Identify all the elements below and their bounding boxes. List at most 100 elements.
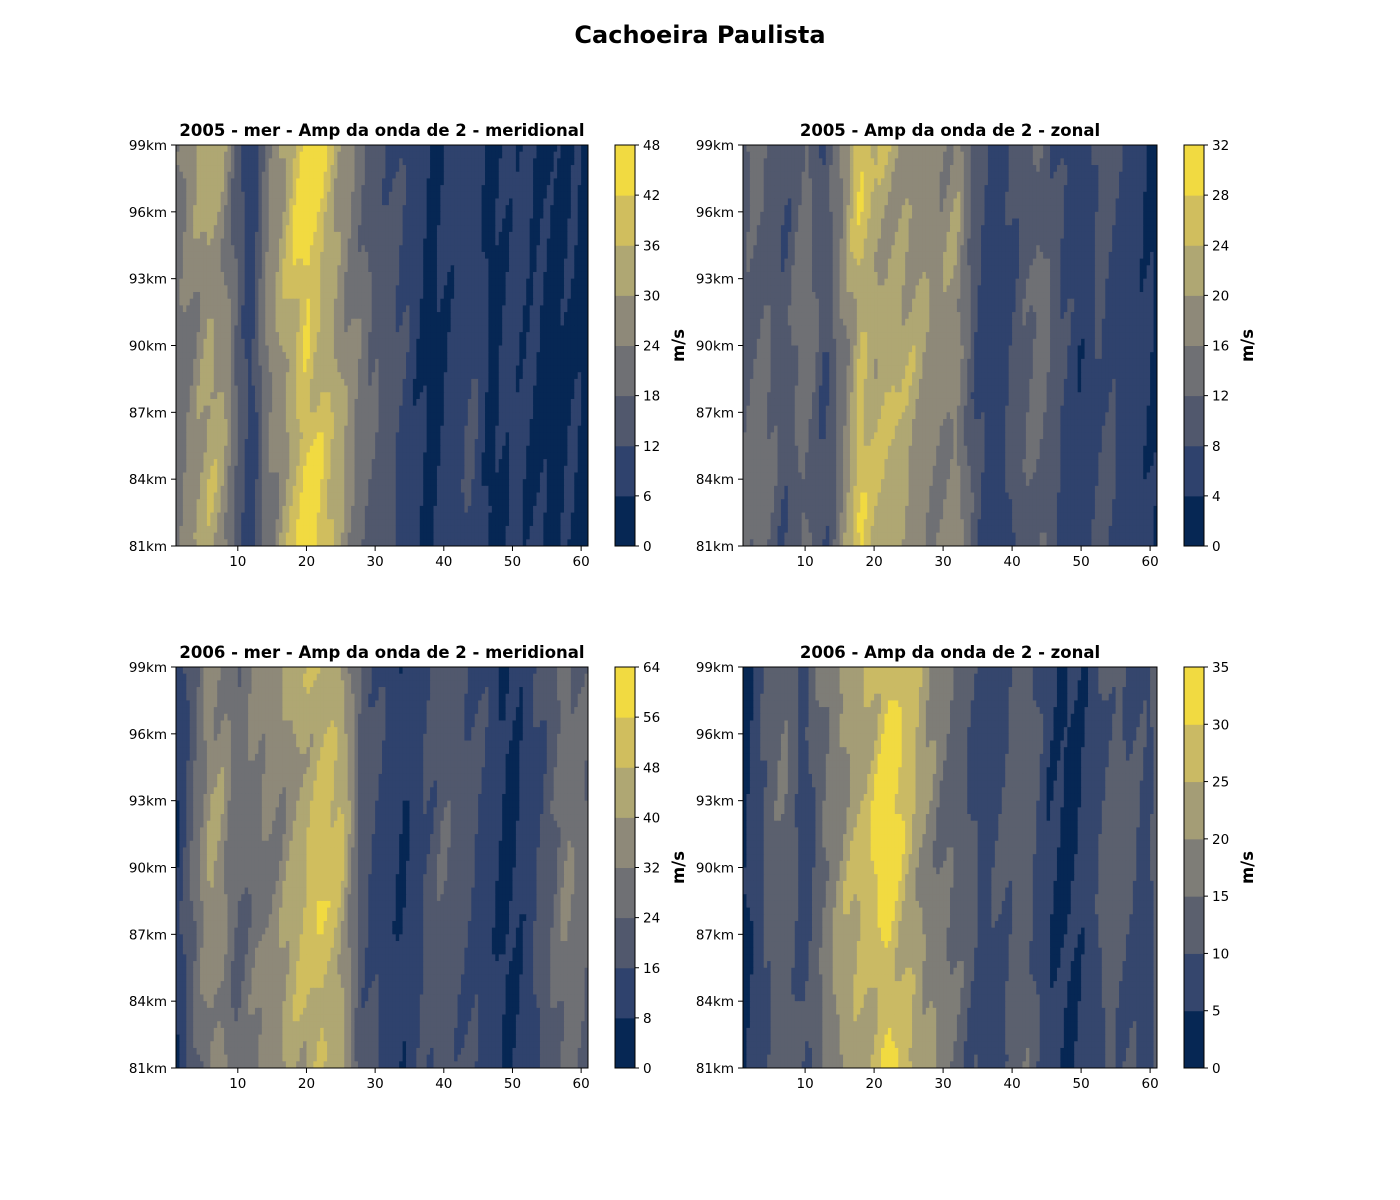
heatmap-cell [217, 225, 222, 233]
heatmap-cell [485, 165, 490, 173]
heatmap-cell [581, 365, 586, 373]
heatmap-cell [447, 398, 452, 407]
heatmap-cell [539, 358, 544, 367]
heatmap-cell [474, 265, 479, 273]
heatmap-cell [388, 405, 393, 413]
heatmap-cell [193, 365, 198, 373]
heatmap-cell [344, 265, 349, 273]
heatmap-cell [200, 365, 205, 373]
heatmap-cell [244, 278, 249, 286]
heatmap-cell [515, 372, 520, 380]
heatmap-cell [344, 338, 349, 347]
heatmap-cell [519, 198, 524, 206]
heatmap-cell [522, 278, 527, 286]
heatmap-cell [316, 271, 321, 280]
heatmap-cell [176, 251, 181, 260]
heatmap-cell [364, 372, 369, 380]
heatmap-cell [265, 305, 270, 313]
heatmap-cell [536, 365, 541, 373]
heatmap-cell [409, 405, 414, 413]
heatmap-cell [333, 312, 338, 320]
heatmap-cell [485, 211, 490, 220]
heatmap-cell [533, 178, 538, 186]
heatmap-cell [515, 218, 520, 226]
heatmap-cell [213, 271, 218, 280]
heatmap-cell [368, 398, 373, 407]
heatmap-cell [471, 238, 476, 246]
heatmap-cell [557, 292, 562, 300]
heatmap-cell [285, 285, 290, 293]
heatmap-cell [474, 305, 479, 313]
heatmap-cell [491, 165, 496, 173]
heatmap-cell [265, 298, 270, 306]
heatmap-cell [443, 405, 448, 413]
heatmap-cell [460, 185, 465, 193]
heatmap-cell [474, 211, 479, 220]
heatmap-cell [265, 165, 270, 173]
heatmap-cell [382, 218, 387, 226]
heatmap-cell [306, 218, 311, 226]
heatmap-cell [560, 412, 565, 420]
heatmap-cell [557, 278, 562, 286]
heatmap-cell [430, 318, 435, 327]
heatmap-cell [574, 271, 579, 280]
heatmap-cell [478, 211, 483, 220]
heatmap-cell [279, 198, 284, 206]
heatmap-cell [340, 238, 345, 246]
heatmap-cell [495, 338, 500, 347]
heatmap-cell [285, 238, 290, 246]
heatmap-cell [515, 205, 520, 213]
heatmap-cell [340, 178, 345, 186]
heatmap-cell [430, 265, 435, 273]
heatmap-cell [200, 278, 205, 286]
heatmap-cell [193, 278, 198, 286]
heatmap-cell [467, 158, 472, 166]
heatmap-cell [464, 398, 469, 407]
heatmap-cell [292, 191, 297, 200]
heatmap-cell [344, 292, 349, 300]
heatmap-cell [467, 165, 472, 173]
heatmap-cell [457, 205, 462, 213]
heatmap-cell [203, 318, 208, 327]
heatmap-cell [491, 365, 496, 373]
heatmap-cell [200, 292, 205, 300]
heatmap-cell [254, 332, 259, 340]
heatmap-cell [354, 145, 359, 153]
heatmap-cell [371, 158, 376, 166]
heatmap-cell [426, 265, 431, 273]
heatmap-cell [230, 285, 235, 293]
heatmap-cell [385, 312, 390, 320]
heatmap-cell [375, 358, 380, 367]
heatmap-cell [478, 145, 483, 153]
heatmap-cell [371, 312, 376, 320]
heatmap-cell [553, 258, 558, 266]
heatmap-cell [406, 352, 411, 360]
heatmap-cell [577, 392, 582, 400]
heatmap-cell [546, 258, 551, 266]
heatmap-cell [502, 398, 507, 407]
heatmap-cell [557, 198, 562, 206]
heatmap-cell [237, 265, 242, 273]
heatmap-cell [471, 151, 476, 159]
heatmap-cell [279, 358, 284, 367]
heatmap-cell [200, 205, 205, 213]
heatmap-cell [176, 325, 181, 333]
heatmap-cell [330, 271, 335, 280]
heatmap-cell [258, 165, 263, 173]
heatmap-cell [254, 271, 259, 280]
heatmap-cell [481, 145, 486, 153]
heatmap-cell [268, 218, 273, 226]
heatmap-cell [261, 378, 266, 387]
heatmap-cell [509, 231, 514, 240]
heatmap-cell [327, 251, 332, 260]
heatmap-cell [351, 385, 356, 393]
heatmap-cell [447, 205, 452, 213]
heatmap-cell [241, 265, 246, 273]
heatmap-cell [509, 412, 514, 420]
heatmap-cell [351, 345, 356, 353]
heatmap-cell [227, 218, 232, 226]
heatmap-cell [464, 285, 469, 293]
heatmap-cell [457, 325, 462, 333]
heatmap-cell [299, 151, 304, 159]
heatmap-cell [584, 358, 588, 367]
